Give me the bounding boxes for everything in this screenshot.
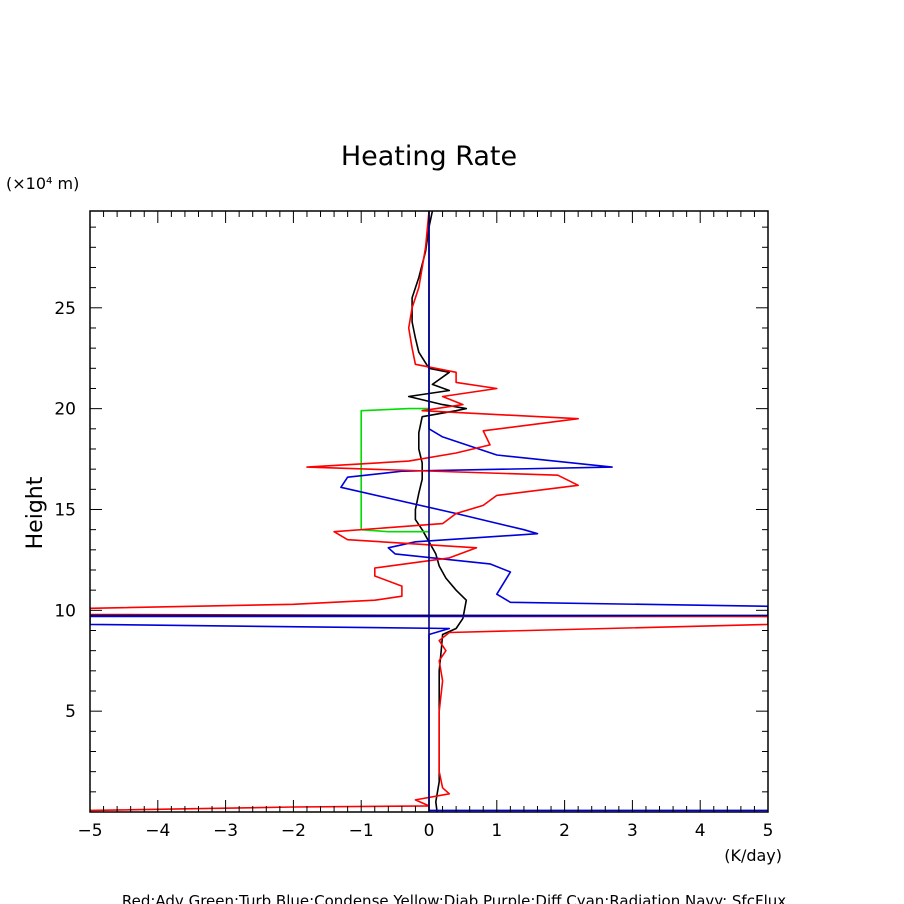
x-tick-label: 0: [424, 821, 435, 841]
series-line: [90, 211, 768, 812]
chart-title: Heating Rate: [341, 141, 517, 172]
x-tick-label: 4: [695, 821, 706, 841]
y-unit-label: (×10⁴ m): [6, 174, 79, 193]
x-tick-label: 2: [559, 821, 570, 841]
x-tick-label: −4: [145, 821, 170, 841]
legend-text: Red:Adv Green:Turb Blue:Condense Yellow:…: [122, 892, 786, 904]
series-layer: [90, 211, 768, 812]
x-tick-label: −2: [281, 821, 306, 841]
series-line: [360, 407, 429, 533]
x-tick-label: −1: [349, 821, 374, 841]
x-tick-label: 3: [627, 821, 638, 841]
y-axis-label: Height: [23, 476, 48, 549]
x-tick-label: −3: [213, 821, 238, 841]
y-tick-label: 10: [54, 601, 76, 621]
plot-area: −5 −4 −3 −2 −1 0 1 2 3 4 5 5 10 15 20 25: [54, 210, 773, 841]
series-line: [90, 211, 768, 812]
y-tick-label: 15: [54, 500, 76, 520]
x-tick-label: 1: [491, 821, 502, 841]
y-tick-label: 25: [54, 299, 76, 319]
x-tick-label: 5: [763, 821, 774, 841]
y-tick-label: 20: [54, 400, 76, 420]
tick-layer: −5 −4 −3 −2 −1 0 1 2 3 4 5 5 10 15 20 25: [54, 211, 773, 841]
y-tick-label: 5: [65, 702, 76, 722]
x-unit-label: (K/day): [724, 846, 782, 865]
x-tick-label: −5: [77, 821, 102, 841]
series-line: [407, 211, 468, 812]
